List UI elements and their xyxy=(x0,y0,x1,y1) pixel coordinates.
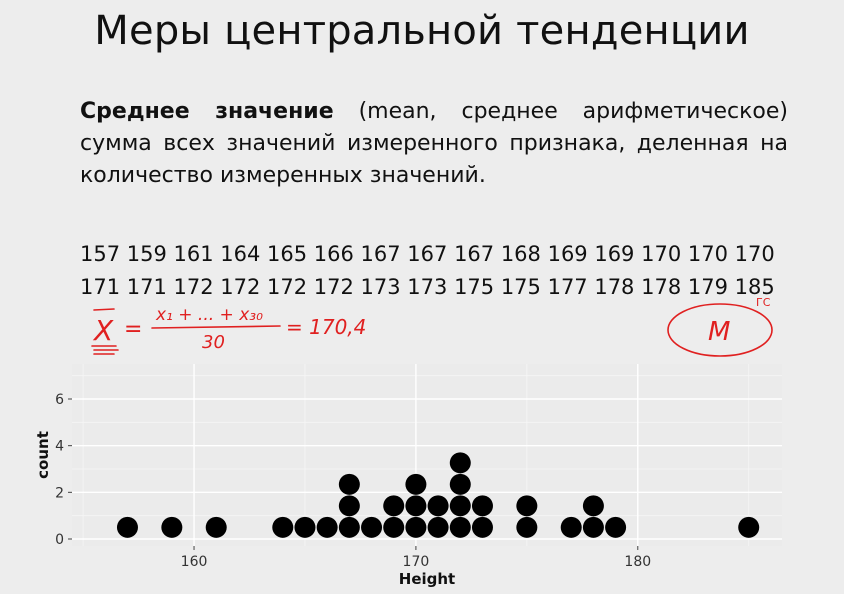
data-dot xyxy=(450,474,471,495)
sample-values-row-1: 157 159 161 164 165 166 167 167 167 168 … xyxy=(80,238,800,271)
data-dot xyxy=(339,517,360,538)
data-dot xyxy=(472,495,493,516)
data-dot xyxy=(428,495,449,516)
data-dot xyxy=(405,495,426,516)
data-dot xyxy=(361,517,382,538)
data-dot xyxy=(294,517,315,538)
bar-stroke xyxy=(94,309,114,310)
slide-title: Меры центральной тенденции xyxy=(0,8,844,54)
formula-result: = 170,4 xyxy=(286,315,366,339)
y-tick-label: 4 xyxy=(55,439,64,455)
x-tick-label: 160 xyxy=(181,554,208,570)
height-dotplot: 160 170 180 0 2 4 6 Height count xyxy=(30,358,800,590)
x-tick-label: 170 xyxy=(403,554,430,570)
data-dot xyxy=(339,474,360,495)
dotplot-svg: 160 170 180 0 2 4 6 Height count xyxy=(30,358,800,590)
formula-denominator: 30 xyxy=(202,332,225,353)
fraction-bar xyxy=(152,326,280,328)
data-dot xyxy=(272,517,293,538)
y-tick-label: 2 xyxy=(55,485,64,501)
x-axis-title: Height xyxy=(399,570,455,588)
plot-panel xyxy=(72,364,782,546)
data-dot xyxy=(583,495,604,516)
data-dot xyxy=(516,517,537,538)
y-axis-title: count xyxy=(34,431,52,479)
data-dot xyxy=(161,517,182,538)
x-tick-label: 180 xyxy=(624,554,651,570)
data-dot xyxy=(206,517,227,538)
y-tick-label: 0 xyxy=(55,532,64,548)
data-dot xyxy=(339,495,360,516)
definition-term: Среднее значение xyxy=(80,99,334,124)
data-dot xyxy=(450,495,471,516)
data-dot xyxy=(405,474,426,495)
formula-equals: = xyxy=(124,317,142,342)
median-ink: M ГС xyxy=(660,292,790,362)
data-dot xyxy=(583,517,604,538)
data-dot xyxy=(561,517,582,538)
data-dot xyxy=(117,517,138,538)
data-dot xyxy=(383,517,404,538)
data-dot xyxy=(383,495,404,516)
data-dot xyxy=(317,517,338,538)
handwritten-mean-formula: X = x₁ + ... + x₃₀ 30 = 170,4 xyxy=(80,296,410,360)
data-dot xyxy=(472,517,493,538)
formula-lhs: X xyxy=(92,314,114,347)
data-dot xyxy=(738,517,759,538)
mean-definition: Среднее значение (mean, среднее арифмети… xyxy=(80,96,788,192)
data-dot xyxy=(428,517,449,538)
data-dot xyxy=(405,517,426,538)
median-superscript: ГС xyxy=(756,296,771,309)
data-dot xyxy=(516,495,537,516)
y-tick-label: 6 xyxy=(55,392,64,408)
median-symbol: M xyxy=(708,317,730,347)
formula-ink: X = x₁ + ... + x₃₀ 30 = 170,4 xyxy=(80,296,410,360)
data-dot xyxy=(450,517,471,538)
formula-numerator: x₁ + ... + x₃₀ xyxy=(155,305,263,325)
data-dot xyxy=(605,517,626,538)
handwritten-median: M ГС xyxy=(660,292,790,362)
data-dot xyxy=(450,452,471,473)
